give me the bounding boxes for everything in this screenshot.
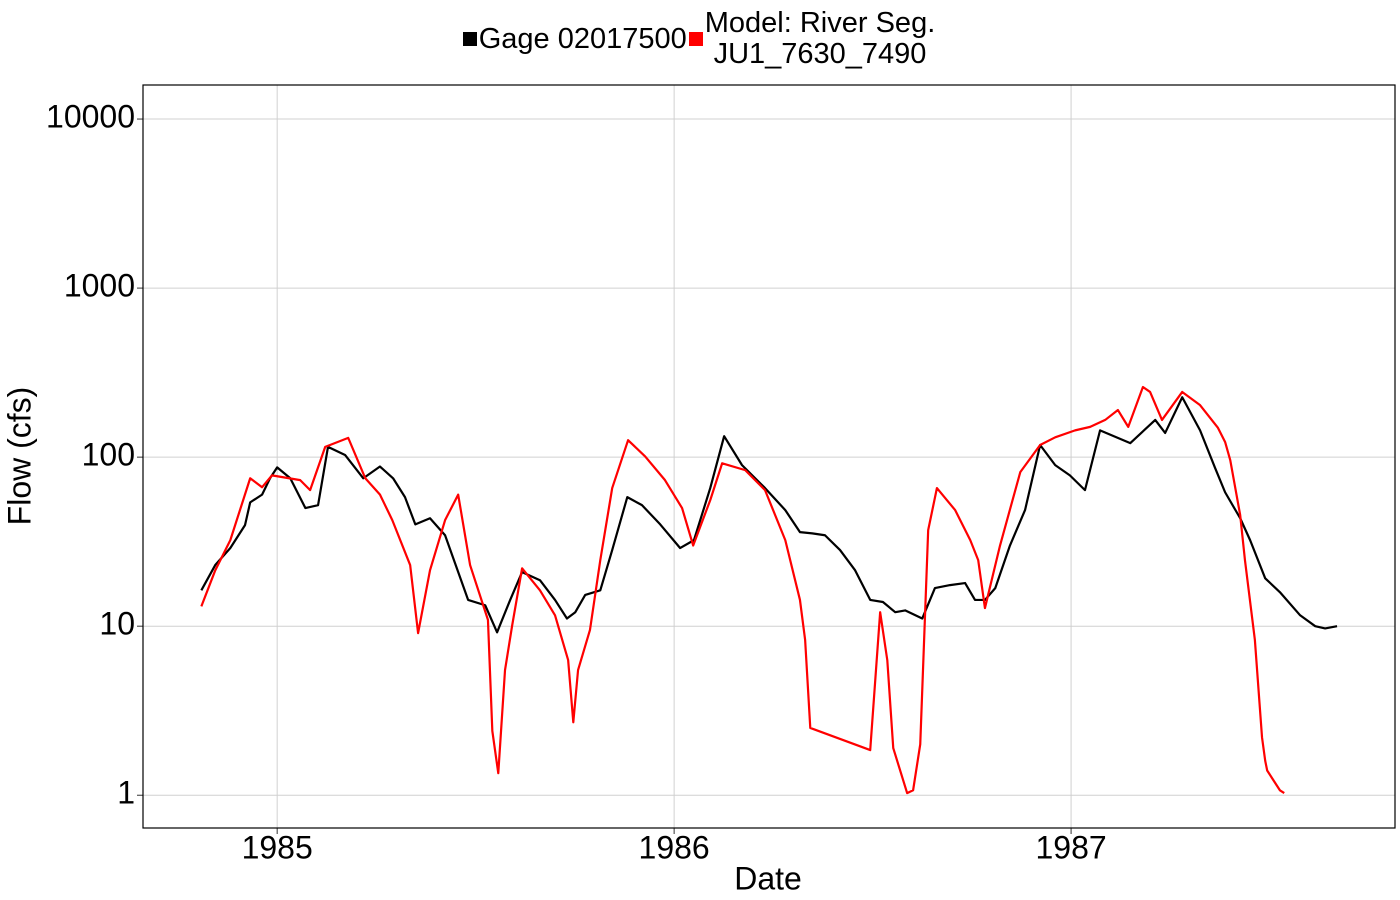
legend-label: Gage 02017500: [478, 22, 687, 55]
y-tick-label: 10: [99, 606, 135, 642]
y-tick-label: 100: [82, 437, 135, 473]
legend-item: Gage 02017500: [462, 22, 689, 55]
legend-swatch: [462, 32, 477, 46]
legend: Gage 02017500 Model: River Seg. JU1_7630_…: [0, 8, 1400, 70]
series-line: [200, 396, 1338, 634]
y-axis-title: Flow (cfs): [1, 387, 37, 526]
legend-swatch: [688, 32, 703, 46]
x-tick-label: 1986: [639, 829, 710, 865]
y-tick-label: 1000: [64, 268, 135, 304]
y-tick-label: 10000: [46, 98, 135, 134]
legend-item: Model: River Seg. JU1_7630_7490: [688, 7, 938, 70]
legend-label: Model: River Seg. JU1_7630_7490: [704, 7, 936, 70]
x-tick-label: 1985: [242, 829, 313, 865]
x-axis-title: Date: [734, 860, 802, 896]
plot-border: [142, 84, 1396, 829]
x-tick-label: 1987: [1035, 829, 1106, 865]
y-tick-label: 1: [117, 775, 135, 811]
series-line: [200, 385, 1285, 795]
